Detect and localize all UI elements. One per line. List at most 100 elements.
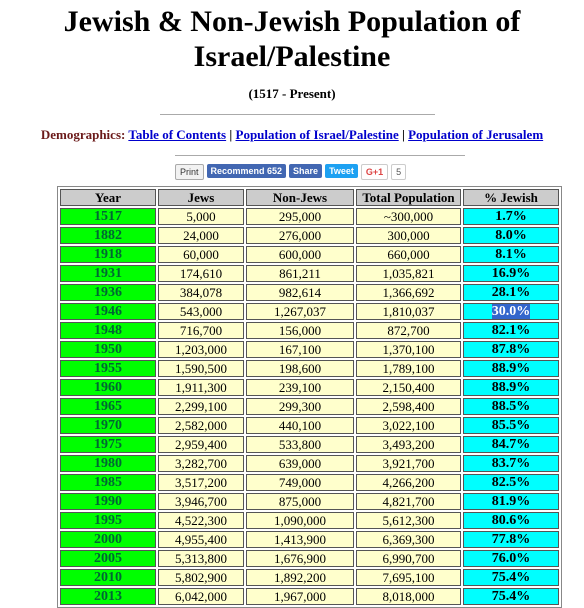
- table-row: 1882 24,000 276,000 300,000 8.0%: [60, 227, 559, 244]
- year-cell: 1995: [60, 512, 156, 529]
- column-header: Jews: [158, 189, 244, 206]
- nav-link[interactable]: Population of Israel/Palestine: [235, 127, 399, 142]
- percent-cell: 77.8%: [463, 531, 559, 548]
- value-cell: 5,313,800: [158, 550, 244, 567]
- nav-label: Demographics:: [40, 127, 126, 142]
- value-cell: ~300,000: [356, 208, 461, 225]
- title: Jewish & Non-Jewish Population of: [63, 5, 521, 38]
- value-cell: 8,018,000: [356, 588, 461, 605]
- year-cell: 1517: [60, 208, 156, 225]
- column-header: Total Population: [356, 189, 461, 206]
- percent-cell: 82.1%: [463, 322, 559, 339]
- value-cell: 875,000: [246, 493, 354, 510]
- table-row: 1931 174,610 861,211 1,035,821 16.9%: [60, 265, 559, 282]
- value-cell: 440,100: [246, 417, 354, 434]
- share-button[interactable]: Share: [289, 164, 323, 178]
- nav-link[interactable]: Table of Contents: [128, 127, 227, 142]
- value-cell: 7,695,100: [356, 569, 461, 586]
- table-row: 2013 6,042,000 1,967,000 8,018,000 75.4%: [60, 588, 559, 605]
- table-row: 1990 3,946,700 875,000 4,821,700 81.9%: [60, 493, 559, 510]
- table-row: 1985 3,517,200 749,000 4,266,200 82.5%: [60, 474, 559, 491]
- percent-cell: 1.7%: [463, 208, 559, 225]
- table-row: 1955 1,590,500 198,600 1,789,100 88.9%: [60, 360, 559, 377]
- header-row: Year Jews Non-Jews Total Population% Jewish: [60, 189, 559, 206]
- table-row: 1975 2,959,400 533,800 3,493,200 84.7%: [60, 436, 559, 453]
- value-cell: 2,582,000: [158, 417, 244, 434]
- value-cell: 6,042,000: [158, 588, 244, 605]
- value-cell: 6,369,300: [356, 531, 461, 548]
- value-cell: 4,266,200: [356, 474, 461, 491]
- table-row: 1970 2,582,000 440,100 3,022,100 85.5%: [60, 417, 559, 434]
- percent-cell: 28.1%: [463, 284, 559, 301]
- percent-cell: 75.4%: [463, 569, 559, 586]
- value-cell: 1,967,000: [246, 588, 354, 605]
- year-cell: 2010: [60, 569, 156, 586]
- value-cell: 24,000: [158, 227, 244, 244]
- table-row: 1960 1,911,300 239,100 2,150,400 88.9%: [60, 379, 559, 396]
- print-button[interactable]: Print: [175, 164, 204, 180]
- value-cell: 1,911,300: [158, 379, 244, 396]
- divider: [175, 155, 465, 156]
- table-row: 2005 5,313,800 1,676,900 6,990,700 76.0%: [60, 550, 559, 567]
- year-cell: 2013: [60, 588, 156, 605]
- value-cell: 861,211: [246, 265, 354, 282]
- year-cell: 1918: [60, 246, 156, 263]
- value-cell: 1,267,037: [246, 303, 354, 320]
- percent-cell: 88.5%: [463, 398, 559, 415]
- percent-cell: 87.8%: [463, 341, 559, 358]
- value-cell: 872,700: [356, 322, 461, 339]
- percent-cell: 75.4%: [463, 588, 559, 605]
- value-cell: 3,946,700: [158, 493, 244, 510]
- value-cell: 295,000: [246, 208, 354, 225]
- value-cell: 660,000: [356, 246, 461, 263]
- percent-cell: 81.9%: [463, 493, 559, 510]
- percent-cell: 84.7%: [463, 436, 559, 453]
- value-cell: 174,610: [158, 265, 244, 282]
- value-cell: 1,090,000: [246, 512, 354, 529]
- nav: Demographics: Table of Contents | Popula…: [40, 127, 544, 142]
- table-row: 1980 3,282,700 639,000 3,921,700 83.7%: [60, 455, 559, 472]
- gplus-button[interactable]: G+1: [360, 164, 389, 180]
- value-cell: 5,802,900: [158, 569, 244, 586]
- value-cell: 384,078: [158, 284, 244, 301]
- value-cell: 1,590,500: [158, 360, 244, 377]
- percent-cell: 8.0%: [463, 227, 559, 244]
- column-header: Year: [60, 189, 156, 206]
- value-cell: 299,300: [246, 398, 354, 415]
- year-cell: 1946: [60, 303, 156, 320]
- percent-cell: 83.7%: [463, 455, 559, 472]
- value-cell: 60,000: [158, 246, 244, 263]
- year-cell: 1965: [60, 398, 156, 415]
- table-row: 1995 4,522,300 1,090,000 5,612,300 80.6%: [60, 512, 559, 529]
- selected-text: 30.0%: [491, 304, 531, 319]
- year-cell: 1960: [60, 379, 156, 396]
- percent-cell: 88.9%: [463, 360, 559, 377]
- year-cell: 1970: [60, 417, 156, 434]
- year-cell: 1950: [60, 341, 156, 358]
- share-bar: Print Recommend 652 Share Tweet G+1 5: [175, 164, 407, 180]
- value-cell: 1,892,200: [246, 569, 354, 586]
- value-cell: 1,413,900: [246, 531, 354, 548]
- percent-cell: 82.5%: [463, 474, 559, 491]
- value-cell: 3,282,700: [158, 455, 244, 472]
- value-cell: 2,299,100: [158, 398, 244, 415]
- value-cell: 1,810,037: [356, 303, 461, 320]
- value-cell: 1,676,900: [246, 550, 354, 567]
- title: Israel/Palestine: [193, 40, 391, 73]
- column-header: % Jewish: [463, 189, 559, 206]
- value-cell: 4,955,400: [158, 531, 244, 548]
- tweet-button[interactable]: Tweet: [325, 164, 358, 178]
- value-cell: 5,000: [158, 208, 244, 225]
- table-row: 2000 4,955,400 1,413,900 6,369,300 77.8%: [60, 531, 559, 548]
- value-cell: 167,100: [246, 341, 354, 358]
- value-cell: 749,000: [246, 474, 354, 491]
- value-cell: 2,598,400: [356, 398, 461, 415]
- value-cell: 4,821,700: [356, 493, 461, 510]
- nav-link[interactable]: Population of Jerusalem: [408, 127, 544, 142]
- year-cell: 1936: [60, 284, 156, 301]
- value-cell: 639,000: [246, 455, 354, 472]
- value-cell: 5,612,300: [356, 512, 461, 529]
- value-cell: 4,522,300: [158, 512, 244, 529]
- recommend-button[interactable]: Recommend 652: [206, 164, 287, 178]
- table-row: 1965 2,299,100 299,300 2,598,400 88.5%: [60, 398, 559, 415]
